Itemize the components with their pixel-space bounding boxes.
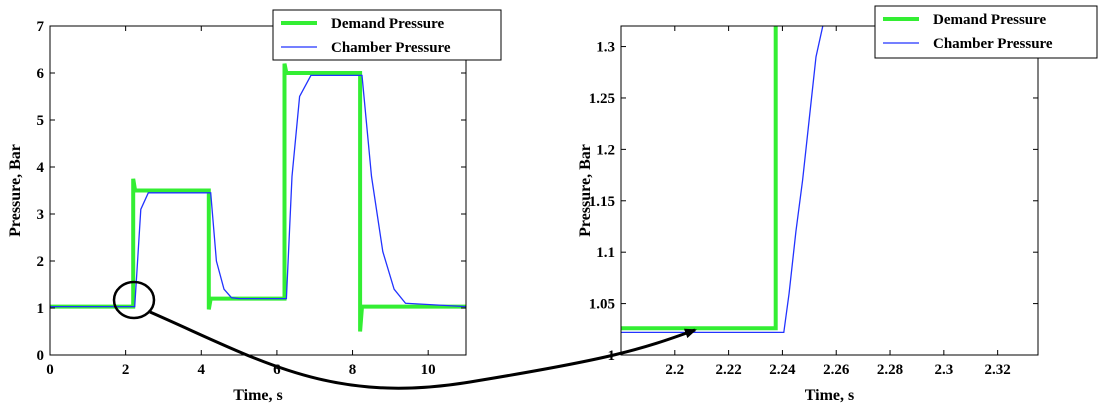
left-chart: 0 2 4 6 8 10 0 1 2 3 4 5 6 7 Time, s Pressure, Bar Deman… xyxy=(7,9,502,403)
chamber-pressure-line xyxy=(621,26,824,334)
x-tick-label: 6 xyxy=(273,362,281,378)
legend-entry: Demand Pressure xyxy=(331,16,445,32)
chamber-pressure-line xyxy=(50,74,466,308)
plot-area xyxy=(49,25,467,356)
legend-entry: Chamber Pressure xyxy=(331,40,451,56)
y-tick-label: 3 xyxy=(37,207,45,223)
x-axis-label: Time, s xyxy=(233,387,282,403)
x-tick-label: 2.22 xyxy=(715,362,741,378)
y-tick-label: 4 xyxy=(37,160,45,176)
zoom-arrow xyxy=(149,310,697,390)
y-tick-label: 1.05 xyxy=(589,297,615,313)
y-tick-label: 5 xyxy=(37,113,45,129)
legend: Demand Pressure Chamber Pressure xyxy=(874,5,1098,59)
legend-entry: Demand Pressure xyxy=(933,12,1047,28)
y-tick-label: 2 xyxy=(37,254,45,270)
legend-entry: Chamber Pressure xyxy=(933,36,1053,52)
demand-pressure-line xyxy=(621,26,778,331)
legend-box xyxy=(272,9,502,61)
plot-area xyxy=(620,25,1039,356)
y-tick-label: 7 xyxy=(37,19,45,35)
series-group xyxy=(50,63,466,332)
x-tick-label: 2.24 xyxy=(769,362,796,378)
x-tick-label: 4 xyxy=(198,362,206,378)
y-tick-label: 0 xyxy=(37,348,45,364)
x-tick-label: 0 xyxy=(46,362,54,378)
y-tick-label: 1.2 xyxy=(596,142,615,158)
series-group xyxy=(621,26,824,334)
y-tick-label: 1.15 xyxy=(589,194,615,210)
zoom-circle xyxy=(112,280,156,320)
x-tick-label: 2.28 xyxy=(877,362,903,378)
x-tick-label: 2 xyxy=(122,362,130,378)
demand-pressure-line xyxy=(50,63,466,332)
y-tick-label: 6 xyxy=(37,66,45,82)
y-tick-label: 1.1 xyxy=(596,245,615,261)
y-axis-label: Pressure, Bar xyxy=(577,144,594,237)
right-chart: 2.2 2.22 2.24 2.26 2.28 2.3 2.3211.051.11.151.… xyxy=(577,5,1098,403)
x-tick-label: 2.26 xyxy=(823,362,850,378)
x-tick-label: 10 xyxy=(421,362,436,378)
y-tick-label: 1.25 xyxy=(589,91,615,107)
x-axis-label: Time, s xyxy=(805,387,854,403)
x-tick-label: 2.2 xyxy=(665,362,684,378)
y-tick-label: 1 xyxy=(37,301,45,317)
legend: Demand Pressure Chamber Pressure xyxy=(272,9,502,61)
y-tick-label: 1.3 xyxy=(596,40,615,56)
legend-box xyxy=(874,5,1098,59)
x-tick-label: 2.3 xyxy=(934,362,953,378)
x-tick-label: 8 xyxy=(349,362,357,378)
y-axis-label: Pressure, Bar xyxy=(7,144,24,237)
x-tick-label: 2.32 xyxy=(985,362,1011,378)
